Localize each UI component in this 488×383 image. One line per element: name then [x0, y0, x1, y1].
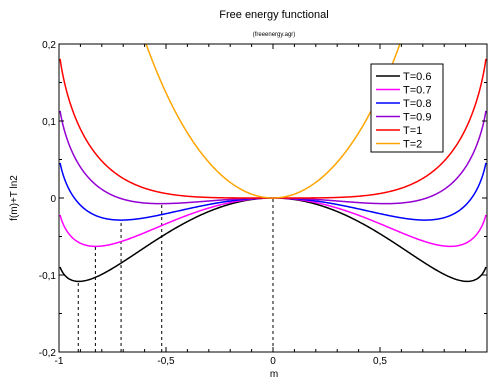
legend-label: T=1 — [403, 125, 422, 137]
legend-label: T=0.8 — [403, 98, 431, 110]
legend: T=0.6 T=0.7T=0.8 T=0.9T=1 T=2 — [370, 63, 444, 153]
y-tick-label: 0,2 — [42, 40, 56, 51]
chart-subtitle: (freeenergy.agr) — [253, 32, 296, 38]
legend-label: T=0.7 — [403, 85, 431, 97]
x-tick-label: 0,5 — [373, 356, 387, 367]
legend-label: T=0.6 — [403, 71, 431, 83]
axis-ticks: -1 -0,5 0 0,5 -0,2 -0,1 0 0,1 0,2 — [39, 40, 487, 367]
y-axis-label: f(m)+T ln2 — [9, 175, 20, 221]
x-axis-label: m — [270, 369, 278, 380]
y-tick-label: -0,2 — [39, 348, 57, 359]
legend-label: T=0.9 — [403, 112, 431, 124]
y-tick-label: -0,1 — [39, 271, 57, 282]
legend-label: T=2 — [403, 139, 422, 151]
x-tick-label: 0 — [270, 356, 276, 367]
x-tick-label: -0,5 — [157, 356, 175, 367]
series-layer — [59, 44, 487, 283]
legend-box — [370, 63, 444, 153]
x-tick-label: -1 — [55, 356, 64, 367]
y-tick-label: 0,1 — [42, 117, 56, 128]
minimum-markers — [77, 198, 274, 352]
series-line-1 — [59, 197, 487, 283]
series-line-6 — [145, 44, 401, 199]
chart-title: Free energy functional — [219, 9, 328, 21]
y-tick-label: 0 — [50, 194, 56, 205]
